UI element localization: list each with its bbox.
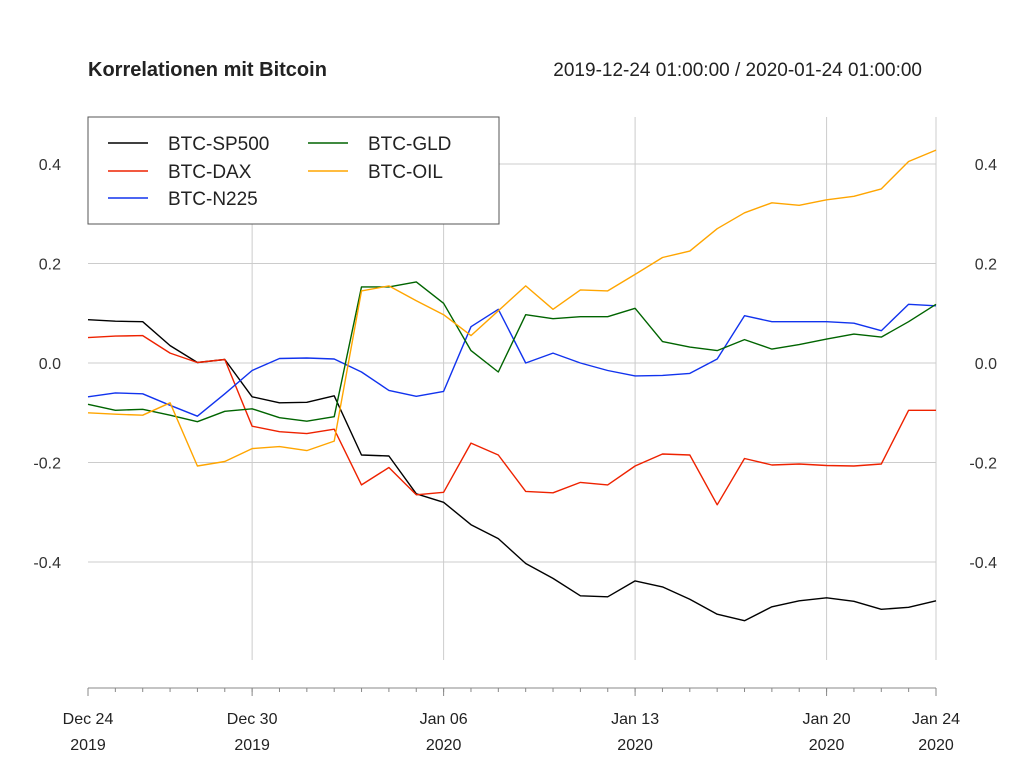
legend-label: BTC-DAX	[168, 162, 252, 183]
x-tick-label: Jan 06	[420, 711, 468, 728]
y-tick-label-right: 0.0	[975, 356, 997, 373]
series-line-btc-sp500	[87, 319, 937, 622]
y-tick-label-left: -0.2	[33, 456, 61, 473]
x-tick-label: Jan 24	[912, 711, 960, 728]
legend-box	[87, 116, 500, 225]
x-tick-label-year: 2020	[809, 737, 845, 754]
x-tick-label: Jan 20	[803, 711, 851, 728]
legend-item: BTC-SP500	[108, 134, 269, 155]
legend-item: BTC-N225	[108, 189, 258, 210]
legend-item: BTC-OIL	[308, 162, 443, 183]
series-line-btc-gld	[87, 281, 937, 423]
x-tick-label-year: 2019	[70, 737, 106, 754]
y-tick-label-left: 0.4	[39, 157, 61, 174]
series-lines	[87, 149, 937, 622]
chart-date-range: 2019-12-24 01:00:00 / 2020-01-24 01:00:0…	[553, 60, 922, 81]
x-tick-label: Dec 30	[227, 711, 278, 728]
legend-item: BTC-GLD	[308, 134, 451, 155]
x-tick-label: Jan 13	[611, 711, 659, 728]
y-axis-tick-labels: 0.4 0.4 0.2 0.2 0.0 0.0 -0.2 -0.2 -0.4 -0.4	[33, 157, 997, 572]
y-tick-label-left: 0.0	[39, 356, 61, 373]
y-tick-label-left: 0.2	[39, 257, 61, 274]
x-tick-label-year: 2020	[918, 737, 954, 754]
legend: BTC-SP500 BTC-DAX BTC-N225 BTC-GLD BTC-OIL	[87, 116, 500, 225]
x-tick-label-year: 2019	[234, 737, 270, 754]
series-line-btc-dax	[87, 334, 936, 506]
legend-item: BTC-DAX	[108, 162, 252, 183]
x-tick-label-year: 2020	[617, 737, 653, 754]
series-line-btc-n225	[87, 303, 937, 417]
legend-label: BTC-GLD	[368, 134, 451, 155]
legend-label: BTC-N225	[168, 189, 258, 210]
y-tick-label-right: 0.4	[975, 157, 997, 174]
x-tick-label: Dec 24	[63, 711, 114, 728]
y-tick-label-right: -0.4	[969, 555, 997, 572]
series-line-btc-oil	[87, 149, 937, 467]
x-axis: Dec 24 2019 Dec 30 2019 Jan 06 2020 Jan 13 2020…	[63, 687, 960, 754]
y-tick-label-right: 0.2	[975, 257, 997, 274]
legend-label: BTC-OIL	[368, 162, 443, 183]
y-tick-label-left: -0.4	[33, 555, 61, 572]
x-tick-label-year: 2020	[426, 737, 462, 754]
y-tick-label-right: -0.2	[969, 456, 997, 473]
legend-label: BTC-SP500	[168, 134, 269, 155]
chart-title: Korrelationen mit Bitcoin	[88, 59, 327, 81]
